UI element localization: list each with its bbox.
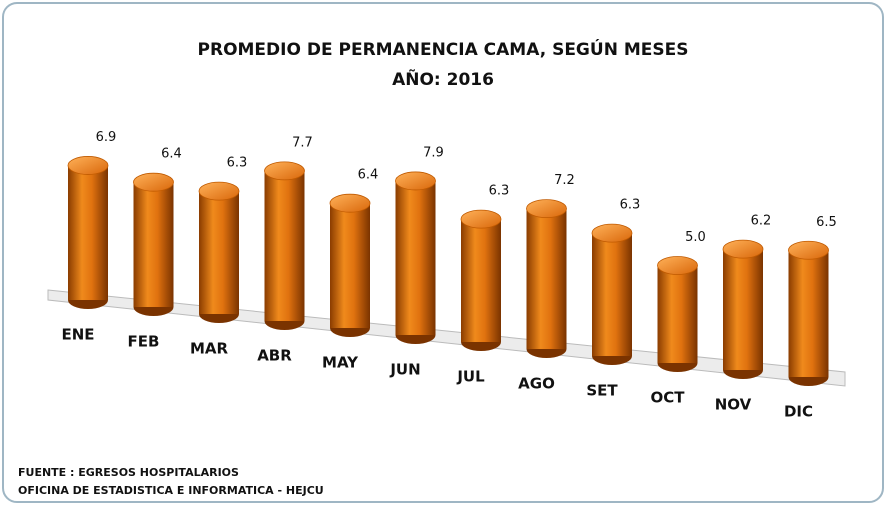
floor bbox=[47, 289, 846, 387]
bar bbox=[461, 219, 501, 342]
value-label: 5.0 bbox=[685, 230, 706, 245]
value-label: 7.7 bbox=[292, 135, 313, 150]
bar bbox=[330, 203, 370, 328]
bar bbox=[199, 191, 239, 314]
bar bbox=[264, 170, 305, 321]
x-tick-label: AGO bbox=[518, 375, 555, 393]
bar-cap bbox=[133, 172, 174, 192]
x-tick-label: JUL bbox=[456, 368, 485, 386]
bar-cap bbox=[788, 240, 829, 260]
bar-cap bbox=[264, 161, 305, 181]
value-label: 6.3 bbox=[489, 184, 510, 199]
value-label: 7.2 bbox=[554, 173, 575, 188]
bar-cap bbox=[722, 239, 764, 259]
bar-cap bbox=[67, 156, 109, 175]
bar-cap bbox=[460, 209, 502, 229]
x-tick-label: NOV bbox=[715, 396, 752, 414]
bar-cap bbox=[591, 223, 633, 243]
value-label: 6.5 bbox=[816, 215, 837, 230]
value-label: 6.4 bbox=[161, 147, 182, 162]
bar-cap bbox=[526, 199, 567, 219]
value-label: 6.3 bbox=[620, 198, 641, 213]
value-label: 6.3 bbox=[227, 156, 248, 171]
footnote: OFICINA DE ESTADISTICA E INFORMATICA - H… bbox=[18, 484, 324, 497]
bar-cap bbox=[329, 193, 371, 213]
bar bbox=[592, 233, 632, 356]
x-tick-label: MAR bbox=[190, 340, 229, 358]
x-tick-label: JUN bbox=[389, 361, 420, 379]
value-label: 6.9 bbox=[96, 130, 117, 145]
x-tick-label: ABR bbox=[257, 347, 292, 365]
bar bbox=[723, 249, 763, 370]
bar-cap bbox=[395, 171, 436, 191]
value-label: 7.9 bbox=[423, 145, 444, 160]
bar-cap bbox=[198, 181, 240, 201]
bar bbox=[657, 265, 698, 363]
bar bbox=[133, 182, 174, 307]
bar bbox=[68, 165, 108, 300]
value-label: 6.4 bbox=[358, 168, 379, 183]
bar-cap bbox=[657, 256, 698, 275]
bar bbox=[788, 250, 829, 377]
x-tick-label: MAY bbox=[322, 354, 359, 372]
value-label: 6.2 bbox=[751, 214, 772, 229]
chart-subtitle: AÑO: 2016 bbox=[392, 67, 494, 90]
x-tick-label: ENE bbox=[61, 326, 94, 344]
x-tick-label: FEB bbox=[128, 333, 160, 351]
x-tick-label: DIC bbox=[784, 403, 813, 421]
bar bbox=[395, 180, 436, 335]
chart-title: PROMEDIO DE PERMANENCIA CAMA, SEGÚN MESE… bbox=[198, 38, 689, 60]
x-tick-label: SET bbox=[586, 382, 618, 400]
x-tick-label: OCT bbox=[651, 389, 686, 407]
bar bbox=[526, 208, 567, 349]
footnote: FUENTE : EGRESOS HOSPITALARIOS bbox=[18, 466, 239, 479]
